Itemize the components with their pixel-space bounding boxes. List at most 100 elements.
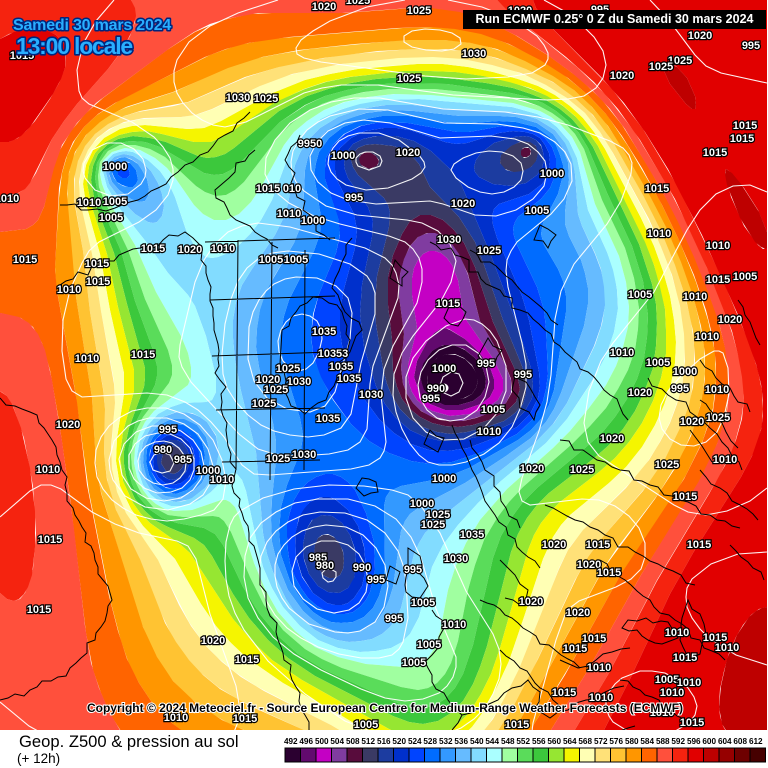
svg-text:1000: 1000	[103, 161, 127, 173]
svg-text:1015: 1015	[13, 254, 37, 266]
svg-text:1010: 1010	[647, 228, 671, 240]
svg-text:1010: 1010	[277, 208, 301, 220]
svg-text:1010: 1010	[77, 197, 101, 209]
svg-text:556: 556	[532, 737, 546, 746]
svg-text:1000: 1000	[540, 168, 564, 180]
svg-text:1025: 1025	[706, 412, 730, 424]
svg-text:10353: 10353	[318, 348, 349, 360]
svg-text:995: 995	[477, 358, 495, 370]
svg-text:1020: 1020	[451, 198, 475, 210]
svg-text:548: 548	[501, 737, 515, 746]
svg-text:596: 596	[687, 737, 701, 746]
svg-text:1015: 1015	[256, 183, 280, 195]
svg-text:1020: 1020	[680, 416, 704, 428]
svg-text:1005: 1005	[417, 639, 441, 651]
svg-text:588: 588	[656, 737, 670, 746]
svg-text:512: 512	[361, 737, 375, 746]
svg-text:576: 576	[609, 737, 623, 746]
svg-text:995: 995	[159, 424, 177, 436]
svg-text:1020: 1020	[577, 559, 601, 571]
svg-text:1015: 1015	[703, 147, 727, 159]
svg-text:496: 496	[299, 737, 313, 746]
svg-text:492: 492	[284, 737, 298, 746]
svg-text:1030: 1030	[292, 449, 316, 461]
svg-text:1020: 1020	[178, 244, 202, 256]
svg-text:1005: 1005	[103, 196, 127, 208]
svg-text:1020: 1020	[256, 374, 280, 386]
svg-text:1025: 1025	[421, 519, 445, 531]
svg-text:1010: 1010	[442, 619, 466, 631]
svg-text:980: 980	[316, 560, 334, 572]
svg-text:1015: 1015	[86, 276, 110, 288]
svg-text:1015: 1015	[235, 654, 259, 666]
svg-text:600: 600	[702, 737, 716, 746]
svg-text:1010: 1010	[715, 642, 739, 654]
svg-text:1030: 1030	[359, 389, 383, 401]
svg-text:1005: 1005	[646, 357, 670, 369]
svg-text:010: 010	[283, 183, 301, 195]
svg-text:1015: 1015	[680, 717, 704, 729]
svg-text:1015: 1015	[703, 632, 727, 644]
svg-text:1000: 1000	[410, 498, 434, 510]
svg-text:1010: 1010	[650, 707, 674, 719]
svg-text:1005: 1005	[99, 212, 123, 224]
svg-text:544: 544	[485, 737, 499, 746]
svg-text:1000: 1000	[673, 366, 697, 378]
svg-text:568: 568	[578, 737, 592, 746]
svg-text:985: 985	[309, 552, 327, 564]
svg-text:1025: 1025	[649, 61, 673, 73]
svg-text:1025: 1025	[668, 55, 692, 67]
svg-text:1005: 1005	[411, 597, 435, 609]
svg-text:1020: 1020	[566, 607, 590, 619]
svg-text:1025: 1025	[397, 73, 421, 85]
svg-text:1035: 1035	[316, 413, 340, 425]
svg-text:995: 995	[422, 393, 440, 405]
svg-text:524: 524	[408, 737, 422, 746]
svg-text:1015: 1015	[436, 298, 460, 310]
svg-text:1010: 1010	[677, 677, 701, 689]
svg-text:1010: 1010	[683, 291, 707, 303]
svg-text:1005: 1005	[628, 289, 652, 301]
svg-text:1005: 1005	[284, 254, 308, 266]
svg-text:520: 520	[392, 737, 406, 746]
svg-text:1005: 1005	[402, 657, 426, 669]
svg-text:1010: 1010	[36, 464, 60, 476]
svg-text:1010: 1010	[587, 662, 611, 674]
svg-text:1020: 1020	[688, 30, 712, 42]
svg-text:584: 584	[640, 737, 654, 746]
svg-text:1010: 1010	[164, 712, 188, 724]
svg-text:995: 995	[367, 574, 385, 586]
svg-text:1015: 1015	[27, 604, 51, 616]
svg-text:980: 980	[154, 444, 172, 456]
svg-text:1000: 1000	[432, 473, 456, 485]
svg-text:1005: 1005	[481, 404, 505, 416]
svg-text:564: 564	[563, 737, 577, 746]
svg-text:1030: 1030	[437, 234, 461, 246]
svg-text:1020: 1020	[718, 314, 742, 326]
svg-text:1000: 1000	[331, 150, 355, 162]
svg-text:1010: 1010	[211, 243, 235, 255]
svg-text:1005: 1005	[655, 674, 679, 686]
svg-text:1025: 1025	[276, 363, 300, 375]
svg-text:995: 995	[385, 613, 403, 625]
svg-text:1005: 1005	[259, 254, 283, 266]
svg-text:1015: 1015	[38, 534, 62, 546]
svg-text:560: 560	[547, 737, 561, 746]
svg-text:1000: 1000	[432, 363, 456, 375]
svg-text:13:00 locale: 13:00 locale	[16, 33, 132, 59]
svg-text:1010: 1010	[706, 240, 730, 252]
svg-text:1030: 1030	[462, 48, 486, 60]
svg-text:580: 580	[625, 737, 639, 746]
svg-text:1020: 1020	[520, 463, 544, 475]
svg-text:572: 572	[594, 737, 608, 746]
svg-text:1020: 1020	[56, 419, 80, 431]
svg-text:592: 592	[671, 737, 685, 746]
svg-text:995: 995	[514, 369, 532, 381]
svg-text:990: 990	[353, 562, 371, 574]
svg-text:608: 608	[733, 737, 747, 746]
svg-text:1015: 1015	[582, 633, 606, 645]
svg-text:1015: 1015	[563, 643, 587, 655]
svg-text:1015: 1015	[673, 491, 697, 503]
svg-text:1025: 1025	[254, 93, 278, 105]
svg-text:1015: 1015	[141, 243, 165, 255]
